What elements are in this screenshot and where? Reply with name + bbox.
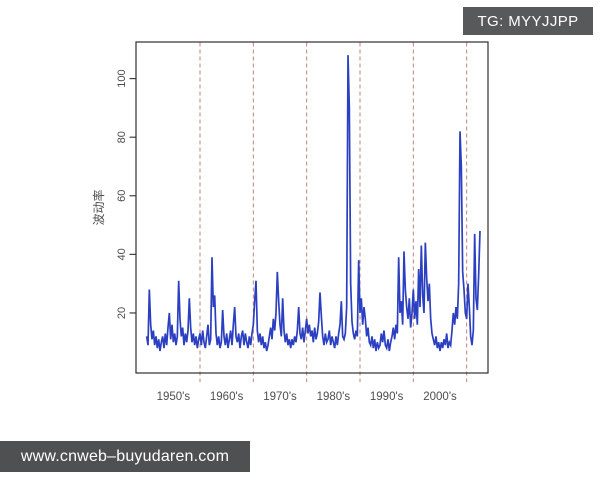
y-tick-label: 60 bbox=[116, 190, 128, 202]
volatility-series-line bbox=[145, 55, 481, 352]
watermark-badge: TG: MYYJJPP bbox=[463, 7, 593, 35]
x-tick-label: 1980's bbox=[317, 391, 351, 403]
x-tick-label: 1970's bbox=[263, 391, 297, 403]
footer-url-label: www.cnweb–buyudaren.com bbox=[20, 447, 230, 465]
y-tick-label: 20 bbox=[116, 307, 128, 319]
x-tick-label: 1960's bbox=[210, 391, 244, 403]
footer-url-bar: www.cnweb–buyudaren.com bbox=[0, 441, 250, 472]
y-tick-label: 40 bbox=[116, 248, 128, 260]
x-tick-label: 2000's bbox=[423, 391, 457, 403]
y-tick-label: 100 bbox=[116, 69, 128, 87]
y-tick-label: 80 bbox=[116, 131, 128, 143]
x-tick-label: 1950's bbox=[157, 391, 191, 403]
plot-box bbox=[135, 41, 489, 374]
watermark-badge-label: TG: MYYJJPP bbox=[477, 12, 579, 30]
y-axis-title: 波动率 bbox=[91, 189, 106, 225]
x-tick-label: 1990's bbox=[370, 391, 404, 403]
